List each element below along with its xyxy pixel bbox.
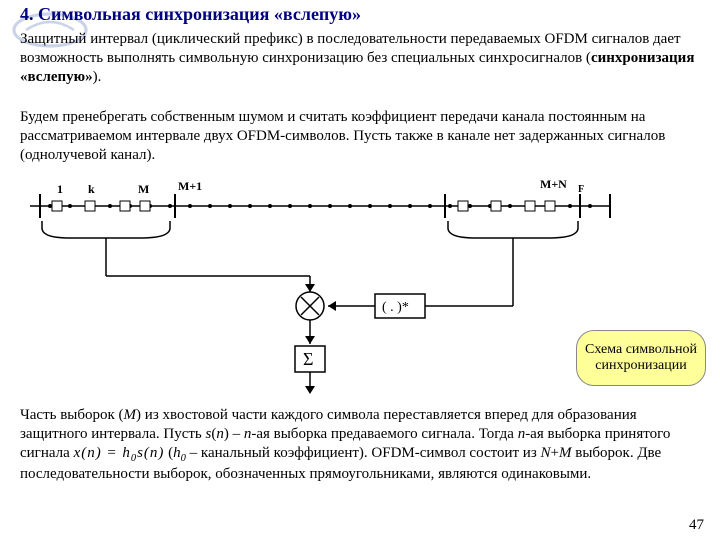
paragraph-3: Часть выборок (M) из хвостовой части каж…	[20, 406, 700, 483]
callout-box: Схема символьной синхронизации	[576, 330, 706, 386]
sigma-label: Σ	[303, 349, 313, 369]
label-MN: M+N	[540, 177, 567, 191]
paragraph-2: Будем пренебрегать собственным шумом и с…	[20, 108, 700, 164]
conj-label: ( . )*	[382, 300, 409, 315]
p1-pre: Защитный интервал (циклический префикс) …	[20, 31, 681, 66]
label-M1: M+1	[178, 179, 202, 193]
label-sub: F	[578, 184, 584, 195]
label-1: 1	[57, 182, 63, 196]
formula: x(n) = h0s(n)	[74, 445, 165, 461]
p1-post: ).	[93, 69, 102, 85]
page-number: 47	[689, 517, 704, 534]
label-M: M	[138, 182, 149, 196]
page-title: 4. Символьная синхронизация «вслепую»	[20, 4, 361, 25]
label-k: k	[88, 182, 95, 196]
paragraph-1: Защитный интервал (циклический префикс) …	[20, 30, 700, 86]
